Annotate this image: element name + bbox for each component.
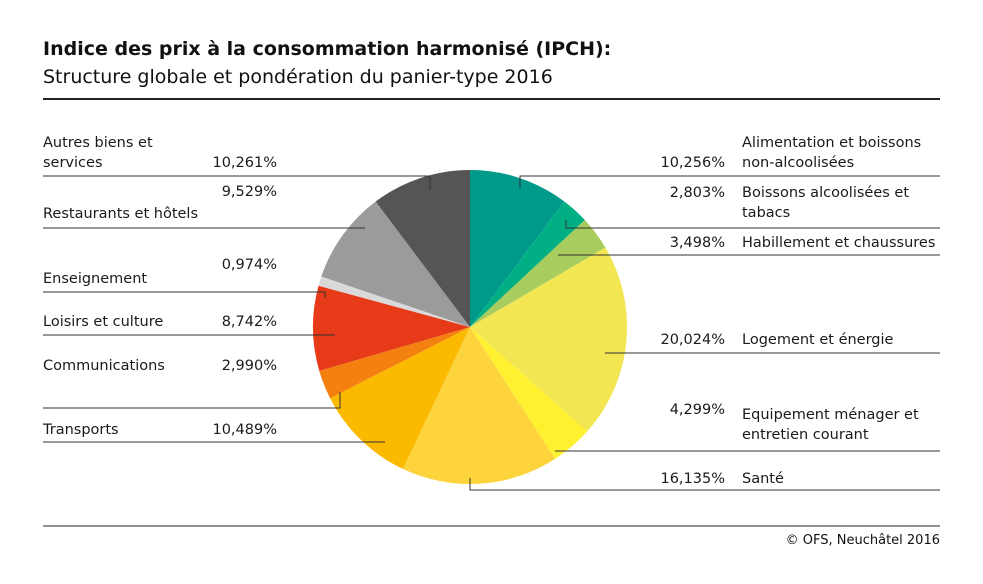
category-label: Equipement ménager et entretien courant [742, 407, 919, 443]
category-label: Enseignement [43, 271, 148, 287]
value-label: 20,024% [660, 332, 725, 348]
pie-slice [318, 276, 470, 327]
category-label: Habillement et chaussures [742, 235, 936, 251]
value-label: 3,498% [669, 235, 725, 251]
value-label: 10,489% [212, 422, 277, 438]
chart-subtitle: Structure globale et pondération du pani… [43, 66, 553, 88]
value-label: 4,299% [669, 402, 725, 418]
leader-line [565, 220, 940, 229]
pie-slice [470, 327, 588, 459]
category-label: Loisirs et culture [43, 314, 164, 330]
value-label: 0,974% [221, 257, 277, 273]
value-label: 8,742% [221, 314, 277, 330]
category-label: Transports [43, 422, 119, 438]
category-label: Logement et énergie [742, 332, 894, 348]
value-label: 10,256% [660, 155, 725, 171]
value-label: 10,261% [212, 155, 277, 171]
category-label: Restaurants et hôtels [43, 206, 199, 222]
pie-slice [375, 170, 470, 327]
category-label: Autres biens et services [43, 135, 153, 171]
pie-slice [313, 285, 470, 371]
leader-line [43, 175, 431, 190]
leader-line [519, 175, 940, 188]
value-label: 2,990% [221, 358, 277, 374]
pie-slice [403, 327, 556, 484]
pie-slice [319, 327, 470, 399]
pie-slice [470, 219, 606, 327]
value-label: 16,135% [660, 471, 725, 487]
value-label: 2,803% [669, 185, 725, 201]
leader-line [469, 478, 940, 491]
category-label: Santé [742, 471, 784, 487]
category-label: Boissons alcoolisées et tabacs [742, 185, 910, 221]
leader-line [43, 392, 341, 409]
value-label: 9,529% [221, 184, 277, 200]
category-label: Communications [43, 358, 165, 374]
category-label: Alimentation et boissons non-alcoolisées [742, 135, 922, 171]
pie-slice [470, 201, 585, 327]
pie-slice [470, 170, 565, 327]
pie-slice [330, 327, 470, 469]
pie-slice [321, 201, 470, 327]
leader-line [43, 291, 326, 298]
source: © OFS, Neuchâtel 2016 [785, 533, 940, 548]
pie-slice [470, 247, 627, 432]
chart-title: Indice des prix à la consommation harmon… [43, 38, 612, 60]
